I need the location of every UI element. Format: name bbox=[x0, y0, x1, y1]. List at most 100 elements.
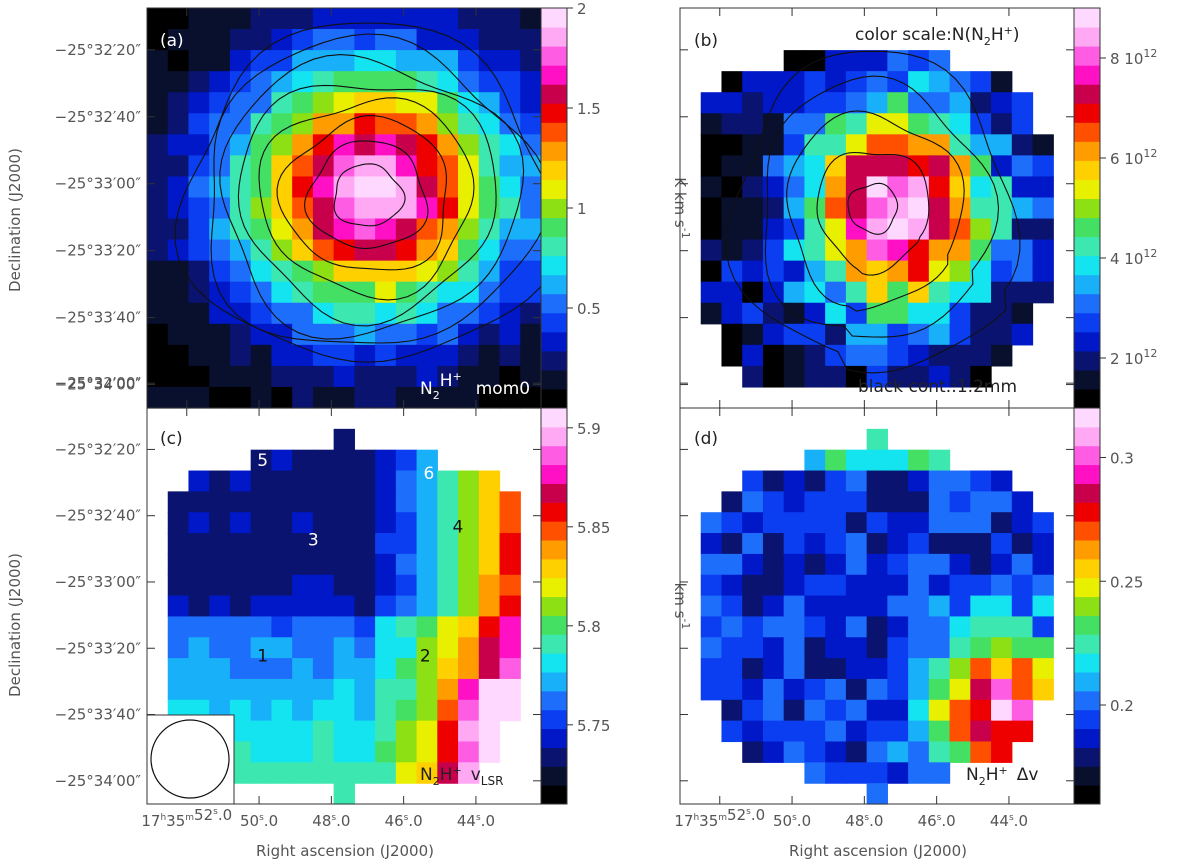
map-pixel bbox=[949, 470, 971, 492]
map-pixel bbox=[520, 197, 542, 220]
map-pixel bbox=[742, 260, 764, 283]
colorbar-swatch bbox=[541, 709, 567, 730]
map-pixel bbox=[271, 386, 293, 409]
map-pixel bbox=[887, 449, 909, 472]
map-pixel bbox=[887, 637, 909, 659]
map-pixel bbox=[908, 92, 930, 114]
map-pixel bbox=[188, 344, 210, 367]
map-pixel bbox=[949, 302, 971, 325]
map-pixel bbox=[312, 197, 335, 220]
map-pixel bbox=[499, 50, 521, 72]
map-pixel bbox=[333, 134, 355, 156]
dec-tick-label: −25°32′20″ bbox=[55, 41, 142, 59]
map-pixel bbox=[250, 197, 273, 220]
map-pixel bbox=[333, 512, 355, 534]
map-pixel bbox=[478, 155, 501, 178]
map-pixel bbox=[970, 658, 992, 680]
map-pixel bbox=[375, 155, 397, 178]
map-pixel bbox=[742, 637, 764, 659]
colorbar-swatch bbox=[541, 179, 567, 199]
map-pixel bbox=[437, 365, 459, 388]
map-pixel bbox=[1011, 302, 1034, 325]
ra-tick-label: 46s.0 bbox=[385, 812, 423, 830]
dec-tick-label: −25°33′20″ bbox=[55, 242, 142, 260]
colorbar-swatch bbox=[1074, 274, 1100, 295]
map-pixel bbox=[478, 176, 501, 199]
map-pixel bbox=[458, 344, 480, 367]
map-pixel bbox=[783, 113, 806, 135]
colorbar-swatch bbox=[1074, 236, 1100, 257]
map-pixel bbox=[416, 658, 438, 680]
map-pixel bbox=[700, 176, 723, 199]
map-pixel bbox=[762, 470, 785, 492]
map-pixel bbox=[721, 491, 743, 513]
map-pixel bbox=[292, 197, 314, 220]
map-pixel bbox=[742, 71, 764, 93]
colorbar-swatch bbox=[1074, 84, 1100, 104]
map-pixel bbox=[333, 365, 355, 388]
svg-text:Declination (J2000): Declination (J2000) bbox=[6, 553, 24, 697]
map-pixel bbox=[499, 491, 521, 513]
map-pixel bbox=[804, 762, 826, 784]
colorbar-d: 0.20.250.3km s-1 bbox=[1073, 407, 1143, 805]
map-pixel bbox=[825, 595, 847, 618]
map-pixel bbox=[991, 678, 1013, 701]
map-pixel bbox=[478, 616, 501, 638]
map-pixel bbox=[949, 197, 971, 220]
map-pixel bbox=[188, 113, 210, 135]
map-pixel bbox=[866, 762, 888, 784]
map-pixel bbox=[804, 50, 826, 72]
colorbar-swatch bbox=[541, 521, 567, 541]
map-pixel bbox=[188, 92, 210, 114]
map-pixel bbox=[970, 239, 992, 262]
map-pixel bbox=[1032, 155, 1054, 178]
map-pixel bbox=[928, 218, 951, 241]
map-pixel bbox=[209, 302, 231, 325]
map-pixel bbox=[991, 113, 1013, 135]
map-pixel bbox=[271, 260, 293, 283]
colorbar-tick-label: 0.2 bbox=[1110, 697, 1134, 715]
map-pixel bbox=[866, 658, 888, 680]
map-pixel bbox=[458, 553, 480, 576]
contour-level bbox=[237, 84, 497, 327]
map-pixel bbox=[375, 553, 397, 576]
map-pixel bbox=[721, 92, 743, 114]
map-pixel bbox=[499, 71, 521, 93]
map-pixel bbox=[970, 470, 992, 492]
map-pixel bbox=[845, 553, 868, 576]
map-pixel bbox=[804, 720, 826, 743]
map-pixel bbox=[229, 29, 252, 51]
map-pixel bbox=[416, 365, 438, 388]
map-pixel bbox=[887, 512, 909, 534]
colorbar-swatch bbox=[1074, 46, 1100, 66]
map-pixel bbox=[312, 50, 335, 72]
map-pixel bbox=[292, 637, 314, 659]
colorbar-swatch bbox=[541, 236, 567, 257]
map-pixel bbox=[520, 176, 542, 199]
map-pixel bbox=[1032, 176, 1054, 199]
map-pixel bbox=[333, 720, 355, 743]
map-pixel bbox=[437, 260, 459, 283]
map-pixel bbox=[1011, 155, 1034, 178]
colorbar-swatch bbox=[541, 577, 567, 598]
map-pixel bbox=[949, 658, 971, 680]
map-pixel bbox=[866, 92, 888, 114]
map-pixel bbox=[229, 720, 252, 743]
map-pixel bbox=[845, 533, 868, 555]
map-pixel bbox=[908, 470, 930, 492]
map-pixel bbox=[375, 281, 397, 304]
map-pixel bbox=[762, 512, 785, 534]
map-pixel bbox=[742, 218, 764, 241]
map-pixel bbox=[250, 155, 273, 178]
map-pixel bbox=[928, 365, 951, 388]
map-pixel bbox=[271, 658, 293, 680]
map-pixel bbox=[292, 574, 314, 597]
map-pixel bbox=[395, 260, 418, 283]
map-pixel bbox=[825, 281, 847, 304]
map-pixel bbox=[271, 8, 293, 30]
map-pixel bbox=[458, 50, 480, 72]
contour-level bbox=[174, 22, 561, 363]
colorbar-tick-label: 0.3 bbox=[1110, 450, 1134, 468]
